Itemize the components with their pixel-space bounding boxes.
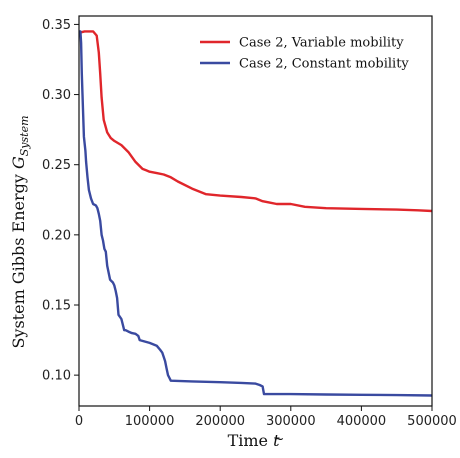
x-tick-label: 200000	[195, 414, 245, 429]
x-axis-label: Time t~	[228, 431, 285, 450]
legend-entry: Case 2, Variable mobility	[239, 36, 404, 51]
legend-entry: Case 2, Constant mobility	[239, 57, 409, 72]
y-tick-label: 0.20	[42, 228, 71, 243]
axis-ticks: 0 100000 200000 300000 400000 500000 0.10 0.15 0…	[42, 18, 457, 429]
plot-frame	[78, 15, 433, 407]
x-tick-label: 300000	[266, 414, 316, 429]
y-tick-label: 0.25	[42, 158, 71, 173]
x-tick-label: 100000	[125, 414, 175, 429]
y-tick-label: 0.35	[42, 18, 71, 33]
series-lines	[78, 30, 433, 397]
y-axis-label: System Gibbs Energy GSystem	[9, 115, 31, 348]
x-tick-label: 400000	[337, 414, 387, 429]
x-tick-label: 500000	[407, 414, 457, 429]
x-tick-label: 0	[75, 414, 83, 429]
y-tick-label: 0.15	[42, 298, 71, 313]
series-line-constant-mobility	[79, 30, 433, 397]
y-tick-label: 0.30	[42, 88, 71, 103]
series-line-variable-mobility	[78, 30, 433, 213]
legend: Case 2, Variable mobility Case 2, Constan…	[200, 36, 409, 72]
y-tick-label: 0.10	[42, 369, 71, 384]
